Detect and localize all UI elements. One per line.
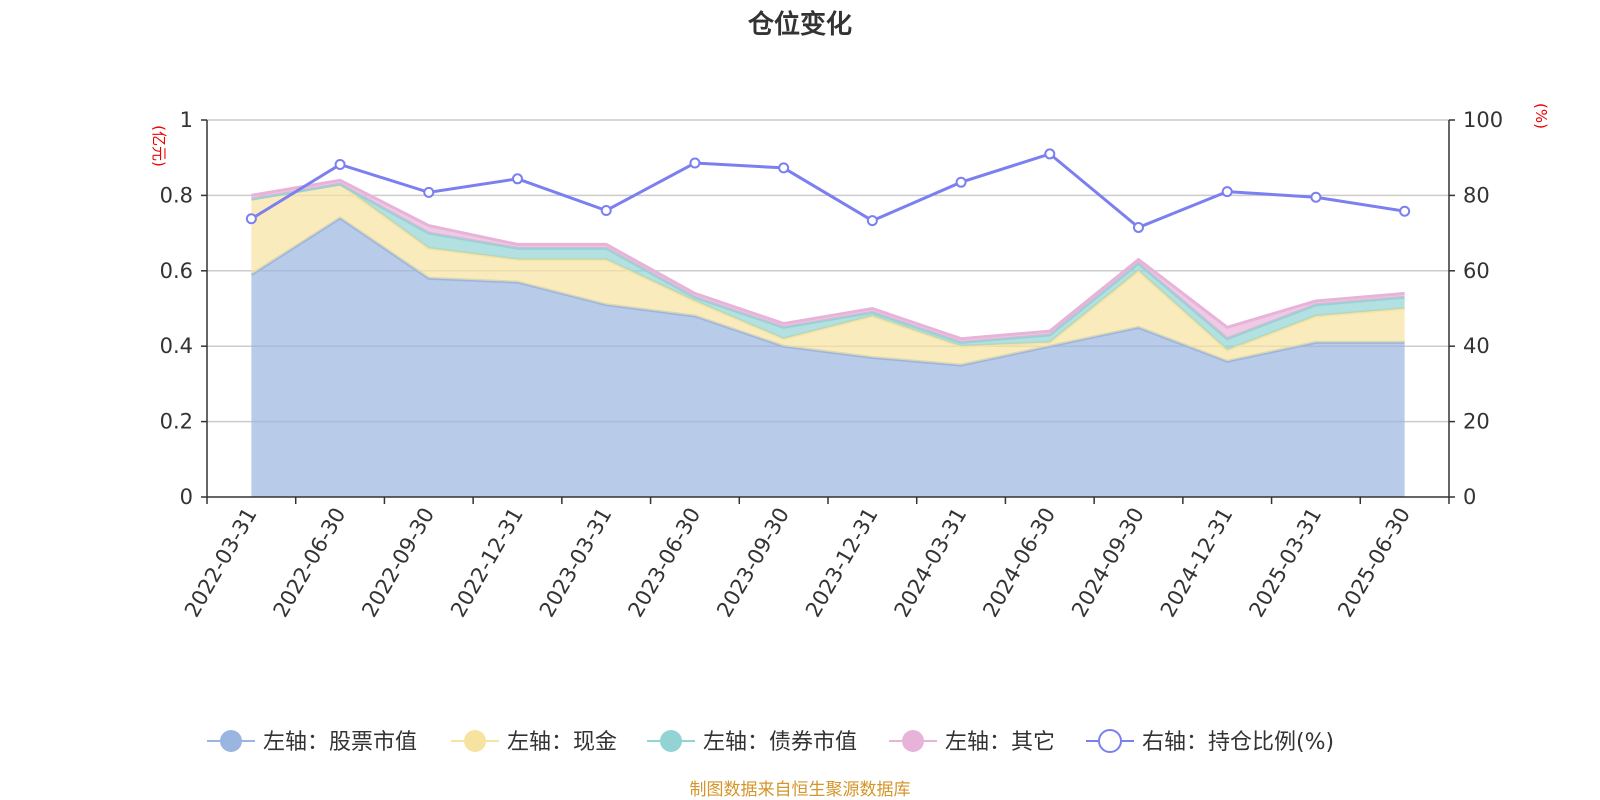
legend-label: 左轴：股票市值	[263, 730, 417, 755]
left-axis-tick-label: 0.2	[160, 410, 193, 434]
ratio-line-point	[334, 158, 346, 170]
ratio-line-point	[600, 204, 612, 216]
ratio-line-point	[1310, 191, 1322, 203]
source-note: 制图数据来自恒生聚源数据库	[689, 780, 911, 800]
ratio-line-point	[955, 176, 967, 188]
area-series-3	[251, 180, 1405, 343]
x-axis-tick-label: 2023-03-31	[535, 504, 617, 622]
legend-label: 左轴：债券市值	[703, 730, 857, 755]
ratio-line-point	[1044, 148, 1056, 160]
x-axis-tick-label: 2024-12-31	[1156, 504, 1238, 622]
area-series-edge-3	[251, 178, 1405, 341]
x-axis-tick-label: 2023-09-30	[712, 504, 794, 622]
ratio-line-point	[512, 173, 523, 185]
left-axis-tick-label: 0	[180, 485, 193, 509]
x-axis-tick-label: 2022-06-30	[269, 504, 351, 622]
x-axis-tick-label: 2022-03-31	[180, 504, 262, 622]
right-axis-tick-label: 20	[1463, 410, 1490, 434]
legend-marker	[902, 730, 924, 752]
left-axis-tick-label: 0.6	[160, 259, 193, 283]
area-series-1	[251, 184, 1405, 366]
position-ratio-line	[245, 148, 1411, 233]
area-series-0	[251, 218, 1405, 497]
legend-marker	[464, 730, 486, 752]
ratio-line-point	[1221, 186, 1233, 198]
left-axis-unit: (亿元)	[150, 125, 168, 167]
right-axis-tick-label: 40	[1463, 334, 1490, 358]
x-axis-tick-label: 2023-06-30	[623, 504, 705, 622]
legend-label: 右轴：持仓比例(%)	[1142, 730, 1334, 755]
legend-marker	[660, 730, 682, 752]
legend-label: 左轴：现金	[507, 730, 617, 755]
right-axis-tick-label: 100	[1463, 108, 1503, 132]
left-axis-tick-label: 0.8	[160, 183, 193, 207]
right-axis-unit: (%)	[1532, 103, 1550, 129]
left-axis-tick-label: 1	[180, 108, 193, 132]
x-axis-tick-label: 2024-06-30	[978, 504, 1060, 622]
ratio-line-point	[245, 213, 257, 225]
x-axis-tick-label: 2023-12-31	[801, 504, 883, 622]
right-axis-tick-label: 0	[1463, 485, 1476, 509]
x-axis-tick-label: 2024-09-30	[1067, 504, 1149, 622]
ratio-line-point	[689, 157, 701, 169]
ratio-line-path	[250, 152, 1405, 230]
stacked-areas	[250, 178, 1405, 497]
x-axis-tick-label: 2025-03-31	[1244, 504, 1326, 622]
ratio-line-point	[423, 186, 435, 198]
legend: 左轴：股票市值 左轴：现金 左轴：债券市值 左轴：其它 右轴：持仓比例(%)	[207, 729, 1334, 755]
x-axis-tick-label: 2024-03-31	[890, 504, 972, 622]
x-axis-tick-label: 2022-12-31	[446, 504, 528, 622]
ratio-line-point	[1133, 221, 1144, 233]
ratio-line-point	[866, 215, 878, 227]
chart-title: 仓位变化	[747, 10, 852, 40]
x-axis-tick-label: 2025-06-30	[1333, 504, 1415, 622]
legend-label: 左轴：其它	[945, 730, 1055, 755]
legend-marker	[220, 730, 242, 752]
x-axis-tick-label: 2022-09-30	[357, 504, 439, 622]
ratio-line-point	[1399, 205, 1411, 217]
legend-marker	[1098, 729, 1122, 753]
area-series-2	[251, 184, 1405, 350]
ratio-line-point	[778, 162, 790, 174]
right-axis-tick-label: 60	[1463, 259, 1490, 283]
left-axis-tick-label: 0.4	[160, 334, 193, 358]
right-axis-tick-label: 80	[1463, 183, 1490, 207]
